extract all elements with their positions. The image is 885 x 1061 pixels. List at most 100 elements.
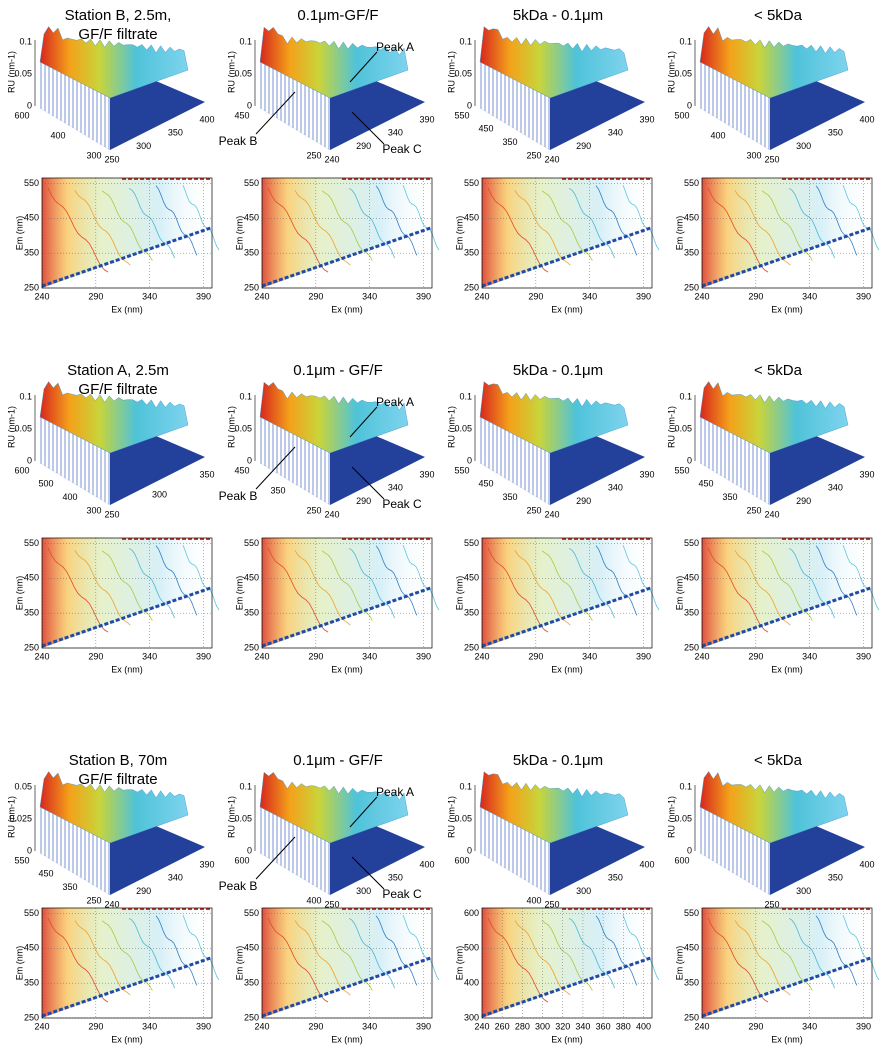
contour-line — [541, 550, 593, 621]
y-tick-label: 550 — [464, 538, 479, 548]
contour-line — [568, 918, 615, 989]
contour-field — [482, 538, 652, 648]
surface — [699, 771, 849, 844]
x-tick-label: 250 — [526, 150, 541, 160]
y-tick-label: 240 — [544, 154, 559, 164]
x-tick-label: 390 — [856, 651, 871, 661]
x-tick-label: 550 — [454, 110, 469, 120]
panel-title: Station B, 2.5m, — [65, 7, 172, 24]
panel-title: < 5kDa — [754, 752, 803, 769]
x-tick-label: 250 — [526, 505, 541, 515]
y-tick-label: 450 — [24, 573, 39, 583]
contour-line — [321, 920, 373, 991]
x-tick-label: 400 — [526, 895, 541, 905]
contour-line — [541, 920, 593, 991]
peak-label: Peak C — [382, 142, 422, 156]
x-tick-label: 290 — [88, 291, 103, 301]
z-tick-label: 0 — [27, 100, 32, 110]
x-tick-label: 260 — [495, 1021, 510, 1031]
y-tick-label: 550 — [244, 908, 259, 918]
y-tick-label: 250 — [764, 154, 779, 164]
peak-leader — [351, 111, 385, 145]
panel-title: GF/F filtrate — [78, 381, 157, 398]
surface — [699, 26, 849, 99]
contour-field — [482, 908, 652, 1018]
y-tick-label: 450 — [464, 573, 479, 583]
contour-line — [155, 185, 198, 256]
peak-leader — [349, 796, 378, 828]
y-tick-label: 550 — [24, 538, 39, 548]
z-tick-label: 0.05 — [454, 813, 472, 823]
surface-curtain — [480, 807, 550, 895]
x-tick-label: 340 — [575, 1021, 590, 1031]
contour-line — [74, 190, 131, 266]
y-tick-label: 450 — [684, 943, 699, 953]
contour-line — [734, 920, 791, 996]
x-axis-label: Ex (nm) — [331, 304, 363, 314]
contour-field — [42, 538, 212, 648]
contour-line — [514, 190, 571, 266]
panel-title: 0.1μm-GF/F — [297, 7, 378, 24]
contour-line — [294, 190, 351, 266]
z-tick-label: 0.1 — [19, 36, 32, 46]
z-tick-label: 0 — [247, 100, 252, 110]
z-tick-label: 0.1 — [239, 781, 252, 791]
x-tick-label: 350 — [62, 882, 77, 892]
y-tick-label: 450 — [244, 213, 259, 223]
x-axis-label: Ex (nm) — [331, 664, 363, 674]
y-axis-label: Em (nm) — [14, 946, 24, 981]
y-tick-label: 550 — [244, 538, 259, 548]
contour-line — [842, 544, 880, 611]
z-axis-label: RU (nm-1) — [226, 51, 236, 93]
contour-line — [788, 918, 835, 989]
contour-line — [487, 917, 549, 1003]
surface — [39, 381, 189, 454]
surface — [259, 381, 409, 454]
contour-line — [761, 920, 813, 991]
x-tick-label: 290 — [308, 1021, 323, 1031]
y-tick-label: 390 — [639, 114, 654, 124]
x-tick-label: 240 — [694, 1021, 709, 1031]
contour-line — [267, 187, 329, 273]
contour-line — [375, 545, 418, 616]
contour-line — [734, 550, 791, 626]
x-tick-label: 290 — [528, 651, 543, 661]
x-tick-label: 380 — [616, 1021, 631, 1031]
z-tick-label: 0.1 — [459, 391, 472, 401]
z-tick-label: 0.1 — [239, 391, 252, 401]
x-tick-label: 600 — [234, 855, 249, 865]
z-tick-label: 0.05 — [674, 423, 692, 433]
contour-field — [262, 908, 432, 1018]
y-tick-label: 390 — [199, 859, 214, 869]
x-axis-label: Ex (nm) — [551, 1034, 583, 1044]
x-tick-label: 250 — [306, 505, 321, 515]
x-tick-label: 390 — [196, 651, 211, 661]
x-axis-label: Ex (nm) — [771, 664, 803, 674]
contour-line — [294, 550, 351, 626]
y-tick-label: 450 — [684, 213, 699, 223]
y-tick-label: 390 — [419, 469, 434, 479]
y-tick-label: 350 — [464, 608, 479, 618]
contour-field — [42, 908, 212, 1018]
y-axis-label: Em (nm) — [674, 946, 684, 981]
x-tick-label: 250 — [306, 150, 321, 160]
y-tick-label: 300 — [796, 886, 811, 896]
y-axis-label: Em (nm) — [234, 216, 244, 251]
x-tick-label: 390 — [196, 291, 211, 301]
x-tick-label: 240 — [34, 1021, 49, 1031]
x-tick-label: 340 — [582, 291, 597, 301]
y-tick-label: 290 — [576, 496, 591, 506]
x-tick-label: 340 — [142, 1021, 157, 1031]
y-tick-label: 350 — [24, 608, 39, 618]
y-tick-label: 350 — [388, 873, 403, 883]
z-axis-label: RU (nm-1) — [446, 51, 456, 93]
y-tick-label: 250 — [24, 642, 39, 652]
y-tick-label: 350 — [24, 248, 39, 258]
x-tick-label: 450 — [698, 479, 713, 489]
surface-curtain — [260, 807, 330, 895]
x-tick-label: 390 — [416, 291, 431, 301]
z-axis-label: RU (nm-1) — [6, 796, 16, 838]
z-tick-label: 0.1 — [679, 391, 692, 401]
contour-line — [182, 184, 220, 251]
y-tick-label: 550 — [684, 908, 699, 918]
